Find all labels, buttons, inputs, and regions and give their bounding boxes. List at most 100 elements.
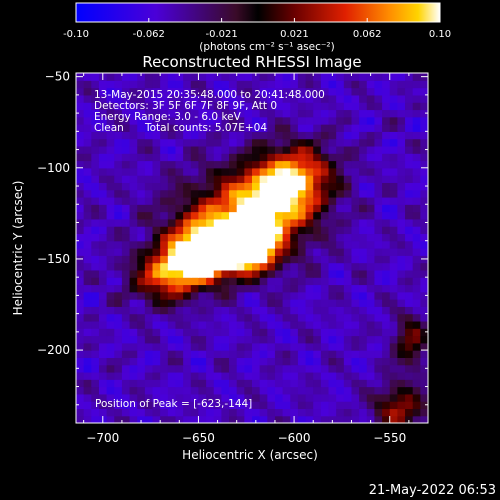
heatmap-cell (328, 102, 337, 111)
heatmap-cell (175, 415, 184, 423)
heatmap-cell (259, 415, 268, 423)
heatmap-cell (343, 233, 353, 242)
heatmap-cell (359, 277, 368, 286)
heatmap-cell (76, 269, 85, 278)
heatmap-cell (374, 182, 383, 191)
heatmap-cell (121, 124, 131, 132)
heatmap-cell (160, 401, 169, 410)
heatmap-cell (129, 342, 138, 351)
heatmap-cell (167, 408, 177, 417)
heatmap-cell (405, 291, 414, 300)
heatmap-cell (282, 269, 291, 278)
heatmap-cell (236, 189, 245, 198)
heatmap-cell (351, 408, 360, 417)
heatmap-cell (229, 379, 238, 388)
heatmap-cell (313, 94, 322, 103)
heatmap-cell (144, 153, 154, 162)
heatmap-cell (389, 350, 398, 358)
heatmap-cell (405, 167, 414, 176)
heatmap-cell (175, 182, 184, 191)
heatmap-cell (320, 204, 330, 213)
heatmap-cell (206, 73, 215, 81)
heatmap-cell (152, 131, 161, 140)
heatmap-cell (366, 386, 376, 395)
heatmap-cell (244, 401, 253, 410)
heatmap-cell (144, 94, 154, 103)
heatmap-cell (244, 175, 253, 183)
heatmap-cell (83, 182, 92, 191)
heatmap-cell (190, 248, 200, 256)
heatmap-cell (313, 379, 322, 388)
colorbar: -0.10 -0.062 -0.021 0.021 0.062 0.10 (photons… (63, 2, 451, 53)
heatmap-cell (206, 306, 215, 315)
heatmap-cell (282, 196, 291, 205)
heatmap-cell (98, 248, 108, 256)
heatmap-cell (244, 145, 253, 154)
heatmap-cell (320, 291, 330, 300)
heatmap-cell (76, 160, 85, 169)
heatmap-cell (274, 335, 284, 344)
heatmap-cell (129, 153, 138, 162)
heatmap-cell (152, 306, 161, 315)
heatmap-cell (282, 94, 291, 103)
heatmap-cell (152, 102, 161, 111)
heatmap-cell (229, 328, 238, 337)
heatmap-cell (229, 138, 238, 147)
heatmap-cell (198, 153, 207, 162)
heatmap-cell (397, 342, 406, 351)
heatmap-cell (183, 364, 192, 373)
heatmap-cell (274, 320, 284, 329)
heatmap-cell (374, 175, 383, 183)
heatmap-cell (236, 401, 245, 410)
heatmap-cell (114, 233, 123, 242)
heatmap-cell (91, 233, 100, 242)
heatmap-cell (252, 189, 261, 198)
heatmap-cell (351, 269, 360, 278)
heatmap-cell (252, 408, 261, 417)
heatmap-cell (297, 291, 307, 300)
heatmap-cell (382, 255, 391, 264)
heatmap-cell (190, 233, 200, 242)
heatmap-cell (282, 175, 291, 183)
heatmap-cell (91, 342, 100, 351)
heatmap-cell (397, 94, 406, 103)
heatmap-cell (175, 73, 184, 81)
heatmap-cell (405, 211, 414, 220)
heatmap-cell (374, 393, 383, 402)
colorbar-tick-label: -0.10 (63, 29, 89, 40)
heatmap-cell (274, 393, 284, 402)
heatmap-cell (98, 291, 108, 300)
heatmap-cell (397, 415, 406, 423)
heatmap-cell (420, 218, 428, 227)
heatmap-cell (397, 248, 406, 256)
heatmap-cell (137, 240, 146, 249)
heatmap-cell (359, 320, 368, 329)
heatmap-cell (374, 131, 383, 140)
heatmap-cell (221, 350, 230, 358)
heatmap-cell (167, 204, 177, 213)
heatmap-cell (167, 211, 177, 220)
heatmap-cell (320, 408, 330, 417)
heatmap-cell (359, 408, 368, 417)
heatmap-cell (259, 342, 268, 351)
heatmap-cell (252, 379, 261, 388)
heatmap-cell (213, 364, 222, 373)
heatmap-cell (405, 269, 414, 278)
heatmap-cell (351, 364, 360, 373)
heatmap-cell (206, 269, 215, 278)
heatmap-cell (382, 160, 391, 169)
heatmap-cell (206, 299, 215, 307)
heatmap-cell (183, 401, 192, 410)
heatmap-cell (382, 306, 391, 315)
heatmap-cell (420, 357, 428, 366)
heatmap-cell (114, 80, 123, 89)
heatmap-cell (382, 211, 391, 220)
heatmap-cell (137, 160, 146, 169)
heatmap-cell (114, 248, 123, 256)
heatmap-cell (366, 262, 376, 271)
heatmap-cell (320, 131, 330, 140)
heatmap-cell (91, 335, 100, 344)
heatmap-cell (229, 175, 238, 183)
heatmap-cell (114, 116, 123, 125)
